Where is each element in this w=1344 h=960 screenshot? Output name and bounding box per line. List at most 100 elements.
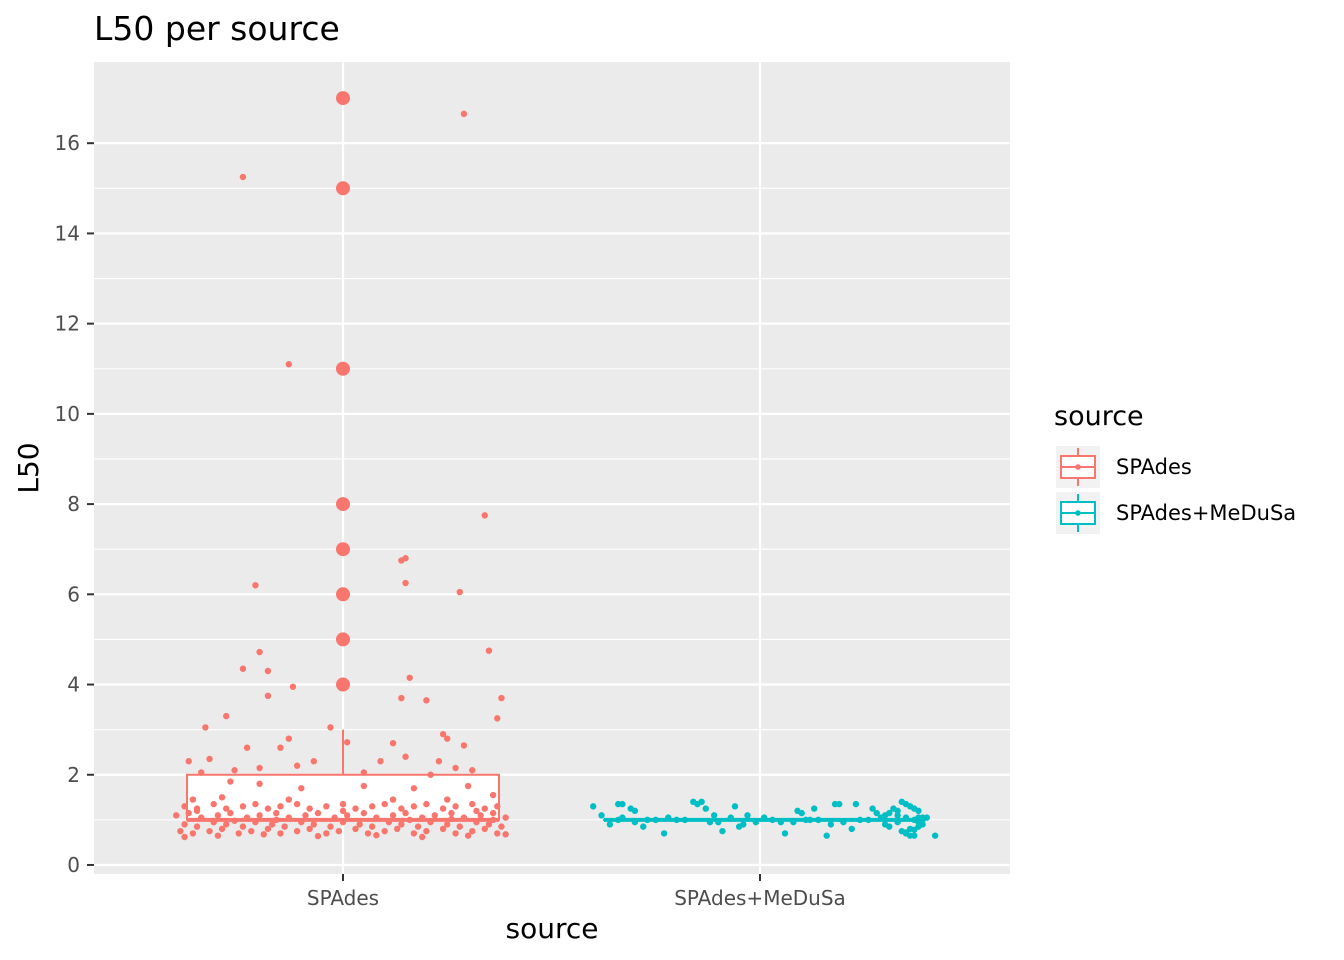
jitter-point — [494, 830, 501, 837]
jitter-point — [373, 814, 380, 821]
jitter-point — [177, 827, 184, 835]
jitter-point — [306, 825, 313, 833]
legend-label: SPAdes — [1116, 455, 1192, 479]
jitter-point — [223, 821, 230, 828]
jitter-point — [485, 647, 493, 654]
jitter-point — [485, 821, 493, 828]
jitter-point — [323, 803, 330, 810]
jitter-point — [293, 800, 301, 808]
legend-items: SPAdes SPAdes+MeDuSa — [1056, 446, 1296, 534]
jitter-point — [327, 724, 334, 731]
jitter-point — [873, 809, 880, 817]
jitter-point — [210, 800, 217, 808]
jitter-point — [352, 825, 359, 833]
jitter-point — [444, 821, 451, 828]
jitter-point — [264, 825, 272, 833]
jitter-point — [306, 805, 313, 812]
jitter-point — [489, 816, 497, 824]
jitter-point — [398, 694, 405, 702]
jitter-point — [185, 809, 192, 817]
jitter-point — [239, 173, 247, 181]
jitter-point — [398, 805, 405, 812]
jitter-point — [239, 803, 247, 810]
jitter-point — [452, 764, 459, 772]
jitter-point — [285, 361, 292, 368]
jitter-point — [752, 818, 760, 826]
outlier-point — [336, 181, 350, 196]
jitter-point — [894, 807, 901, 815]
jitter-point — [902, 814, 910, 821]
y-tick-label: 10 — [55, 402, 80, 426]
jitter-point — [273, 816, 280, 824]
jitter-point — [894, 818, 901, 826]
jitter-point — [281, 823, 288, 830]
jitter-point — [502, 831, 509, 838]
jitter-point — [452, 803, 459, 810]
grid-minor — [94, 187, 1010, 821]
jitter-point — [423, 800, 430, 808]
jitter-point — [406, 816, 413, 824]
jitter-point — [423, 827, 430, 835]
jitter-point — [193, 807, 201, 815]
jitter-point — [744, 812, 751, 819]
jitter-point — [619, 800, 626, 808]
jitter-point — [606, 821, 614, 828]
jitter-point — [231, 767, 238, 774]
jitter-point — [285, 735, 292, 742]
jitter-point — [902, 829, 910, 836]
jitter-point — [414, 823, 422, 830]
jitter-point — [410, 803, 418, 810]
jitter-point — [310, 758, 318, 765]
jitter-point — [469, 800, 476, 808]
jitter-point — [448, 815, 455, 823]
jitter-point — [173, 812, 180, 819]
jitter-point — [181, 803, 188, 810]
jitter-point — [214, 812, 222, 819]
jitter-point — [919, 821, 926, 828]
jitter-point — [473, 807, 480, 815]
jitter-point — [256, 764, 263, 772]
jitter-point — [323, 830, 330, 837]
outlier-point — [336, 91, 350, 106]
x-tick-label: SPAdes — [307, 886, 379, 910]
jitter-point — [285, 796, 292, 803]
jitter-point — [402, 579, 409, 587]
jitter-point — [331, 814, 338, 821]
outlier-point — [336, 587, 350, 602]
jitter-point — [210, 818, 217, 826]
jitter-point — [243, 744, 251, 751]
legend-label: SPAdes+MeDuSa — [1116, 501, 1296, 525]
y-tick-label: 4 — [67, 673, 80, 697]
jitter-point — [264, 692, 272, 700]
legend-key-point — [1075, 464, 1081, 470]
outlier-point — [336, 677, 350, 692]
jitter-point — [360, 809, 368, 817]
jitter-point — [719, 827, 726, 835]
jitter-point — [389, 739, 397, 747]
jitter-point — [502, 814, 509, 821]
jitter-point — [456, 823, 463, 830]
jitter-point — [268, 821, 276, 828]
jitter-point — [410, 830, 418, 837]
y-tick-label: 8 — [67, 492, 80, 516]
jitter-point — [494, 803, 501, 810]
jitter-point — [911, 832, 918, 839]
jitter-point — [815, 816, 822, 824]
jitter-point — [473, 818, 480, 826]
jitter-point — [727, 814, 735, 821]
jitter-point — [343, 739, 351, 746]
jitter-point — [394, 825, 401, 833]
legend-title: source — [1054, 401, 1144, 432]
jitter-point — [206, 827, 213, 835]
jitter-point — [193, 823, 201, 830]
jitter-point — [381, 827, 388, 835]
jitter-point — [214, 832, 222, 839]
jitter-point — [239, 665, 247, 672]
jitter-point — [189, 830, 197, 837]
jitter-point — [368, 823, 376, 830]
jitter-point — [181, 833, 188, 841]
y-tick-label: 14 — [55, 221, 80, 245]
jitter-point — [277, 830, 284, 837]
jitter-point — [427, 818, 434, 826]
jitter-point — [252, 818, 259, 826]
